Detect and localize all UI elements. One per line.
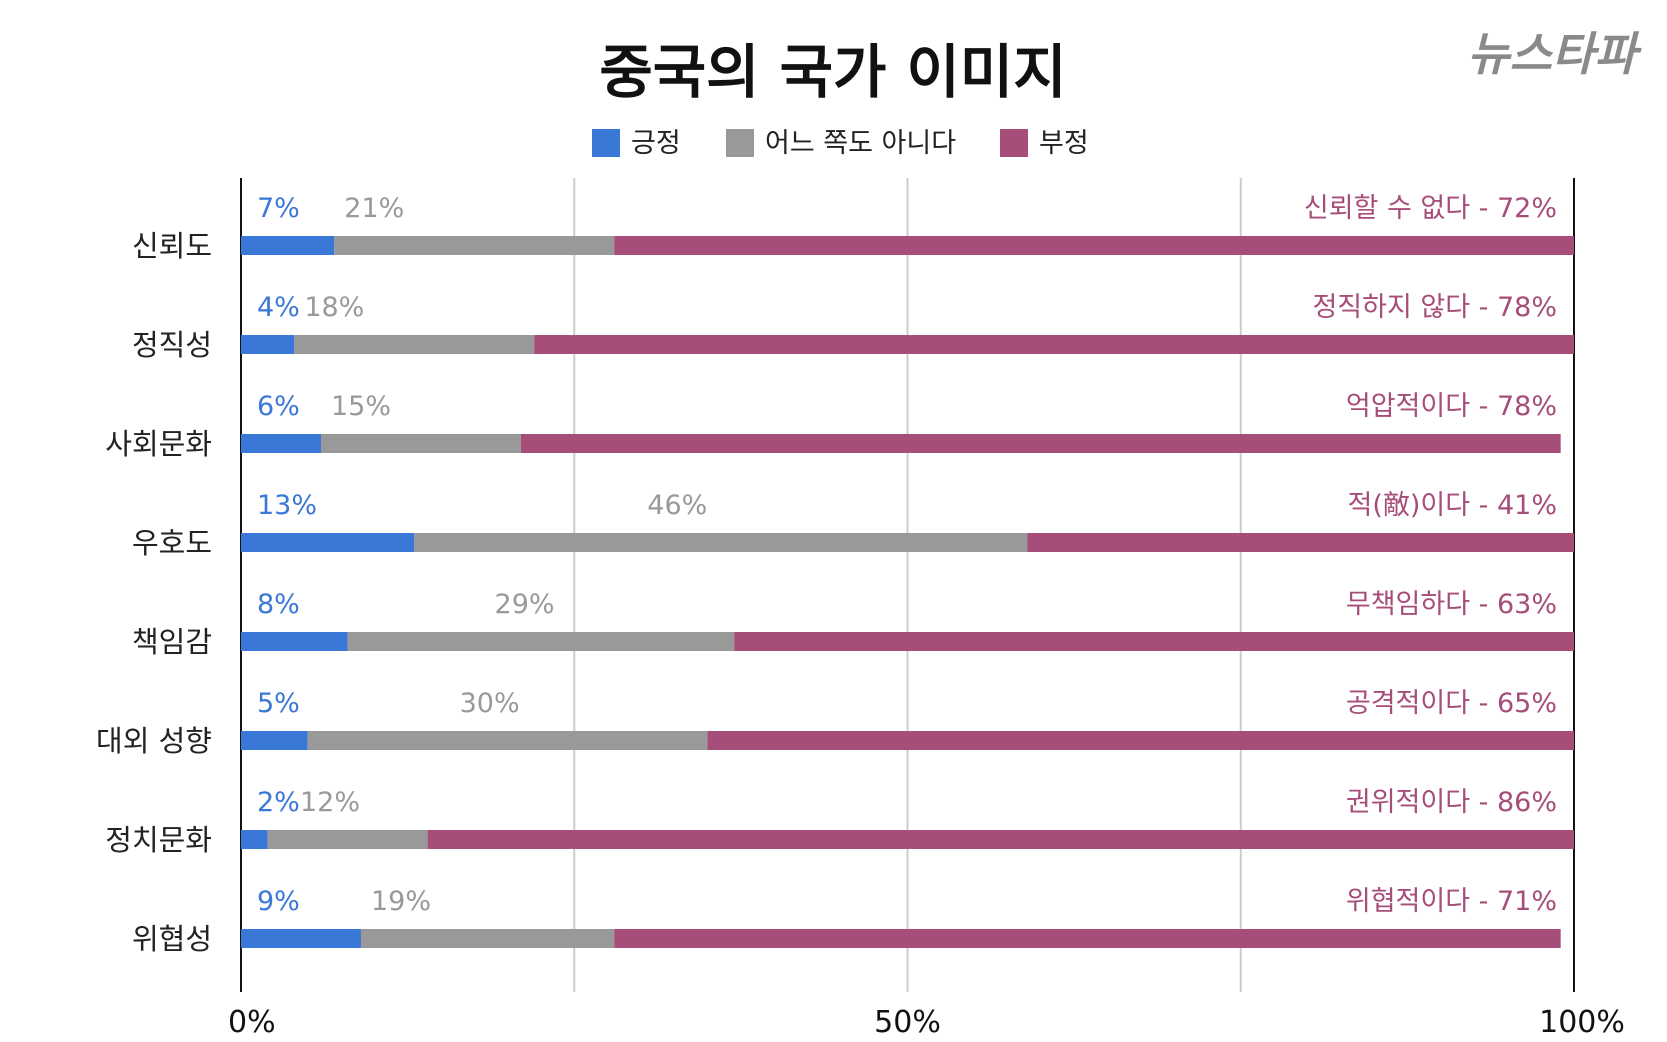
data-label-positive: 7%: [257, 193, 300, 224]
bar-positive: [241, 632, 348, 651]
bar-positive: [241, 434, 321, 453]
legend-label-2: 어느 쪽도 아니다: [765, 128, 956, 159]
bar-negative: [707, 731, 1574, 750]
category-label: 우호도: [132, 526, 212, 560]
gridlines: [240, 178, 1575, 992]
legend: 긍정 어느 쪽도 아니다 부정: [592, 128, 1089, 159]
bar-negative: [614, 236, 1574, 255]
chart-title: 중국의 국가 이미지: [599, 38, 1066, 106]
data-label-neutral: 29%: [495, 589, 555, 620]
bar-negative: [734, 632, 1574, 651]
bar-neutral: [334, 236, 615, 255]
category-label: 신뢰도: [132, 229, 212, 263]
data-label-negative: 무책임하다 - 63%: [1346, 589, 1557, 620]
data-label-neutral: 12%: [300, 787, 360, 818]
data-label-neutral: 21%: [344, 193, 404, 224]
bar-negative: [520, 434, 1561, 453]
data-label-positive: 8%: [257, 589, 300, 620]
category-label: 사회문화: [105, 427, 212, 461]
bar-neutral: [320, 434, 521, 453]
legend-label-3: 부정: [1039, 128, 1089, 159]
data-label-positive: 6%: [257, 391, 300, 422]
category-label: 대외 성향: [96, 724, 212, 758]
bar-negative: [614, 929, 1561, 948]
data-label-neutral: 15%: [331, 391, 391, 422]
data-label-positive: 9%: [257, 886, 300, 917]
data-label-negative: 억압적이다 - 78%: [1346, 391, 1557, 422]
bar-negative: [534, 335, 1574, 354]
bars: 신뢰도 7% 21% 신뢰할 수 없다 - 72% 정직성 4% 18% 정직하지 않다 - …: [96, 193, 1574, 956]
data-label-negative: 신뢰할 수 없다 - 72%: [1304, 193, 1557, 224]
bar-neutral: [294, 335, 535, 354]
category-label: 위협성: [132, 922, 212, 956]
category-label: 정직성: [132, 328, 212, 362]
bar-positive: [241, 335, 295, 354]
category-label: 책임감: [132, 625, 212, 659]
bar-positive: [241, 830, 268, 849]
bar-neutral: [267, 830, 428, 849]
data-label-negative: 정직하지 않다 - 78%: [1312, 292, 1557, 323]
data-label-neutral: 18%: [304, 292, 364, 323]
x-tick-label: 100%: [1539, 1005, 1625, 1040]
legend-swatch-3: [1000, 129, 1028, 157]
x-tick-label: 0%: [228, 1005, 276, 1040]
bar-positive: [241, 929, 361, 948]
x-tick-label: 50%: [874, 1005, 941, 1040]
bar-positive: [241, 533, 415, 552]
newstapa-logo: 뉴스타파: [1467, 27, 1642, 81]
data-label-positive: 13%: [257, 490, 317, 521]
bar-positive: [241, 731, 308, 750]
data-label-neutral: 30%: [460, 688, 520, 719]
bar-neutral: [347, 632, 735, 651]
data-label-positive: 5%: [257, 688, 300, 719]
data-label-positive: 4%: [257, 292, 300, 323]
bar-neutral: [307, 731, 708, 750]
data-label-neutral: 19%: [371, 886, 431, 917]
data-label-neutral: 46%: [647, 490, 707, 521]
data-label-negative: 공격적이다 - 65%: [1346, 688, 1557, 719]
bar-negative: [427, 830, 1574, 849]
data-label-positive: 2%: [257, 787, 300, 818]
data-label-negative: 위협적이다 - 71%: [1346, 886, 1557, 917]
legend-swatch-1: [592, 129, 620, 157]
bar-neutral: [414, 533, 1028, 552]
bar-negative: [1027, 533, 1574, 552]
legend-label-1: 긍정: [631, 128, 681, 159]
data-label-negative: 권위적이다 - 86%: [1346, 787, 1557, 818]
category-label: 정치문화: [105, 823, 212, 857]
x-axis: 0% 50% 100%: [228, 1005, 1625, 1040]
data-label-negative: 적(敵)이다 - 41%: [1347, 490, 1557, 521]
legend-swatch-2: [726, 129, 754, 157]
bar-neutral: [360, 929, 615, 948]
bar-positive: [241, 236, 335, 255]
